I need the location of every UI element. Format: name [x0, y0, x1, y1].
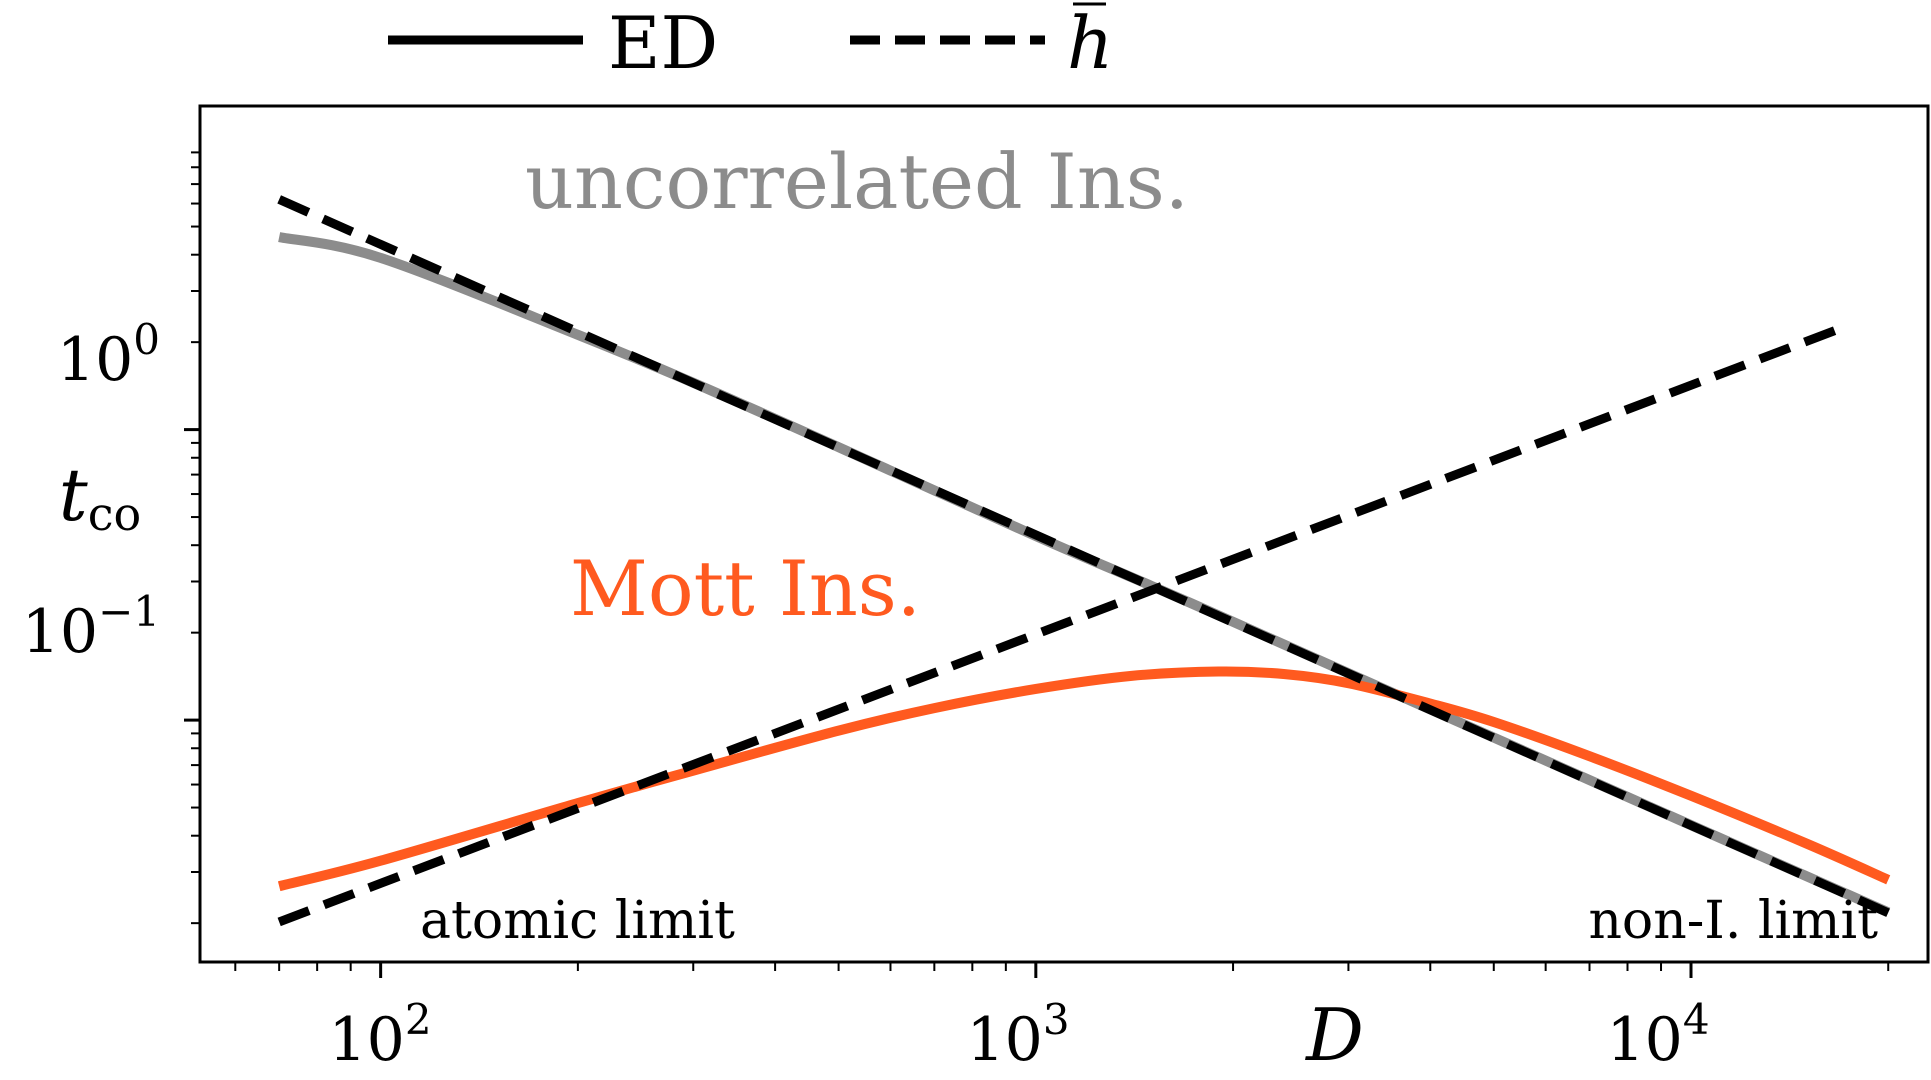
annotation-atomic-limit: atomic limit	[420, 891, 735, 951]
series-mott-ins	[277, 666, 1891, 892]
series-mott-ins-approximation	[277, 323, 1844, 927]
legend-label-ED: ED	[608, 1, 718, 85]
major-ticks	[184, 428, 1693, 978]
xtick-label-100: 102	[328, 995, 431, 1075]
legend-label-hbar-text: h	[1067, 1, 1113, 85]
series-uncorrelated-ins	[278, 232, 1891, 917]
minor-ticks	[191, 151, 1890, 971]
legend: ED h	[388, 1, 1113, 85]
ytick-label-1: 100	[57, 315, 160, 395]
legend-label-hbar: h	[1067, 1, 1113, 85]
annotation-noni-limit: non-I. limit	[1588, 891, 1878, 951]
series-uncorrelated-ins-approximation	[277, 195, 1891, 917]
series-layer	[277, 195, 1891, 927]
xtick-label-10000: 104	[1606, 995, 1709, 1075]
ytick-label-0.1: 10−1	[22, 587, 160, 667]
annotation-uncorrelated: uncorrelated Ins.	[525, 137, 1189, 226]
y-axis-title: tco	[59, 453, 141, 541]
plot-frame	[198, 104, 1930, 964]
x-axis-title: D	[1304, 993, 1364, 1077]
annotation-mott: Mott Ins.	[570, 544, 921, 633]
xtick-label-1000: 103	[966, 995, 1069, 1075]
